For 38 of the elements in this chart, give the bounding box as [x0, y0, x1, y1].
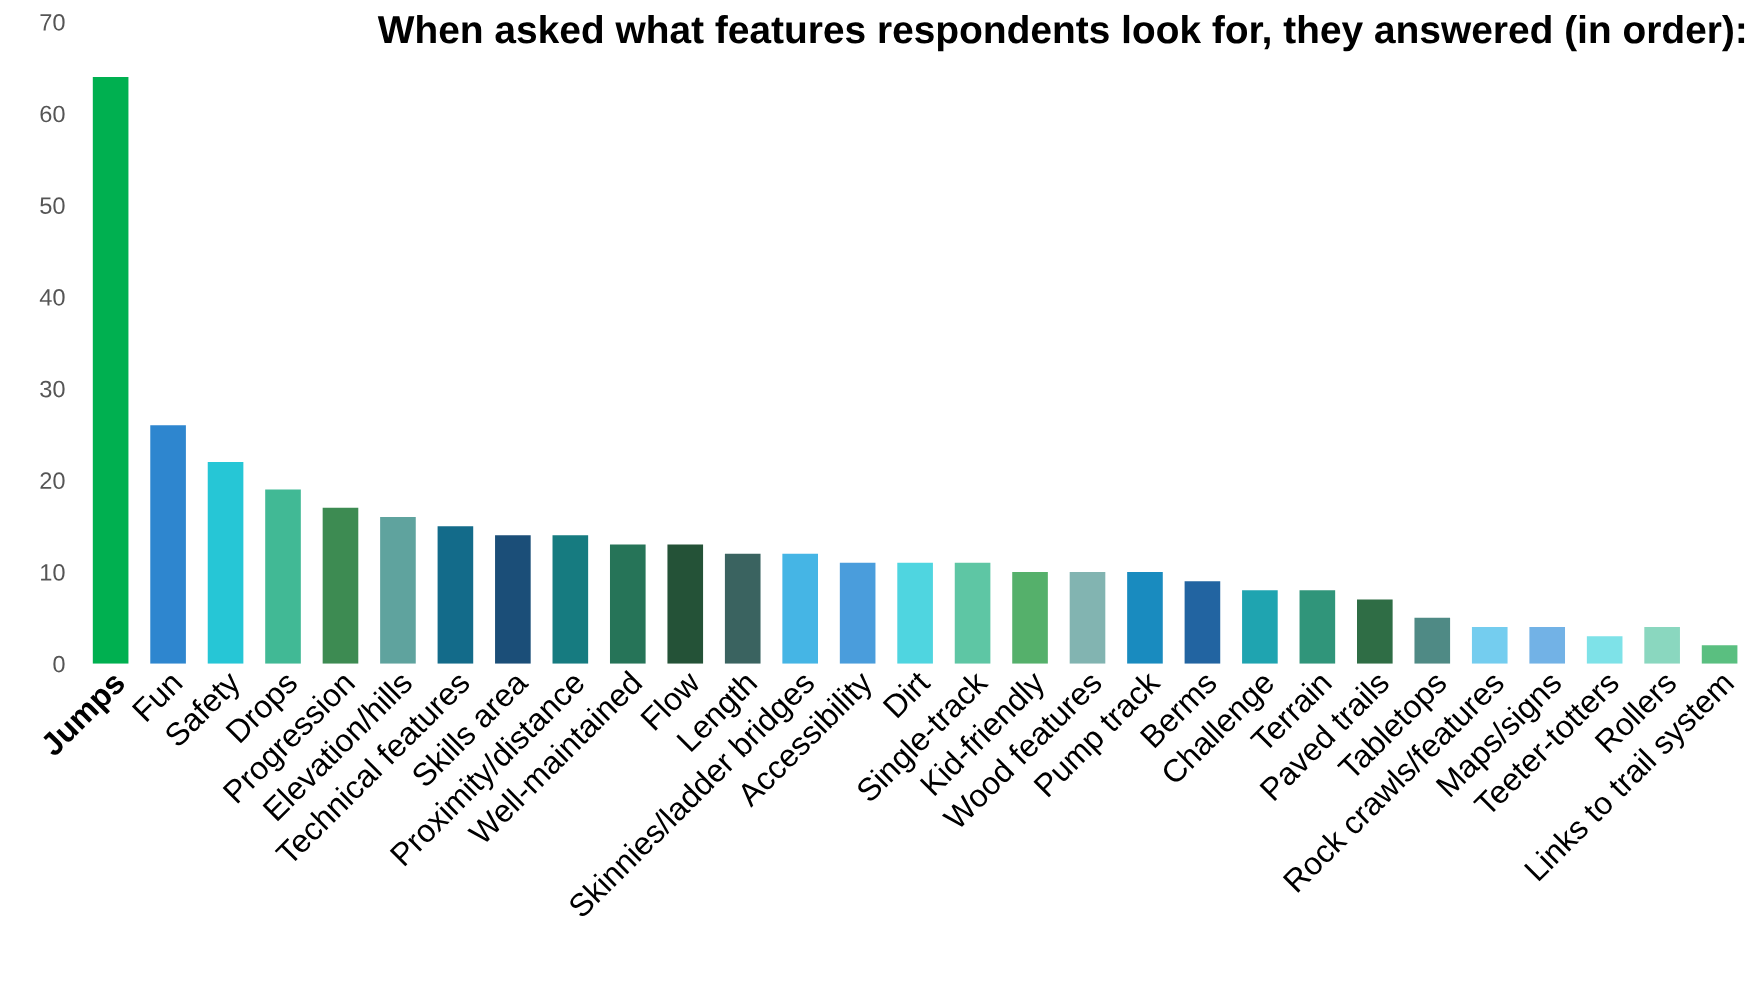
bar: [954, 562, 991, 664]
bar: [380, 516, 416, 664]
bar: [839, 562, 876, 664]
bar: [782, 553, 818, 664]
bar: [724, 553, 761, 664]
y-tick-label: 50: [40, 197, 65, 215]
chart-title: When asked what features respondents look for, they answered (in order):: [377, 14, 1745, 52]
bar: [667, 544, 704, 664]
bar: [1127, 571, 1163, 664]
bar: [265, 489, 301, 664]
bar: [1414, 617, 1451, 664]
y-tick-label: 10: [41, 564, 65, 581]
bar: [1069, 571, 1106, 664]
y-tick-label: 70: [40, 13, 65, 31]
bar: [552, 535, 589, 664]
bar: [322, 507, 359, 664]
bar: [1471, 626, 1508, 664]
bar: [1701, 645, 1738, 664]
bar: [1644, 626, 1680, 664]
bar: [1357, 599, 1393, 664]
bar: [1184, 581, 1221, 664]
y-tick-label: 60: [40, 105, 65, 123]
bar: [897, 562, 933, 664]
bar: [92, 76, 129, 664]
bar: [609, 544, 646, 664]
bar: [1529, 626, 1566, 664]
bar: [1242, 590, 1278, 664]
bar: [495, 535, 531, 664]
bar: [207, 461, 244, 664]
bar: [1299, 590, 1336, 664]
y-tick-label: 40: [39, 289, 65, 306]
bar: [1012, 571, 1048, 664]
bar: [437, 526, 474, 664]
bar: [150, 425, 186, 664]
y-tick-label: 30: [40, 380, 65, 398]
y-tick-label: 20: [40, 472, 65, 490]
y-tick-label: 0: [53, 655, 65, 673]
bar: [1586, 636, 1623, 664]
